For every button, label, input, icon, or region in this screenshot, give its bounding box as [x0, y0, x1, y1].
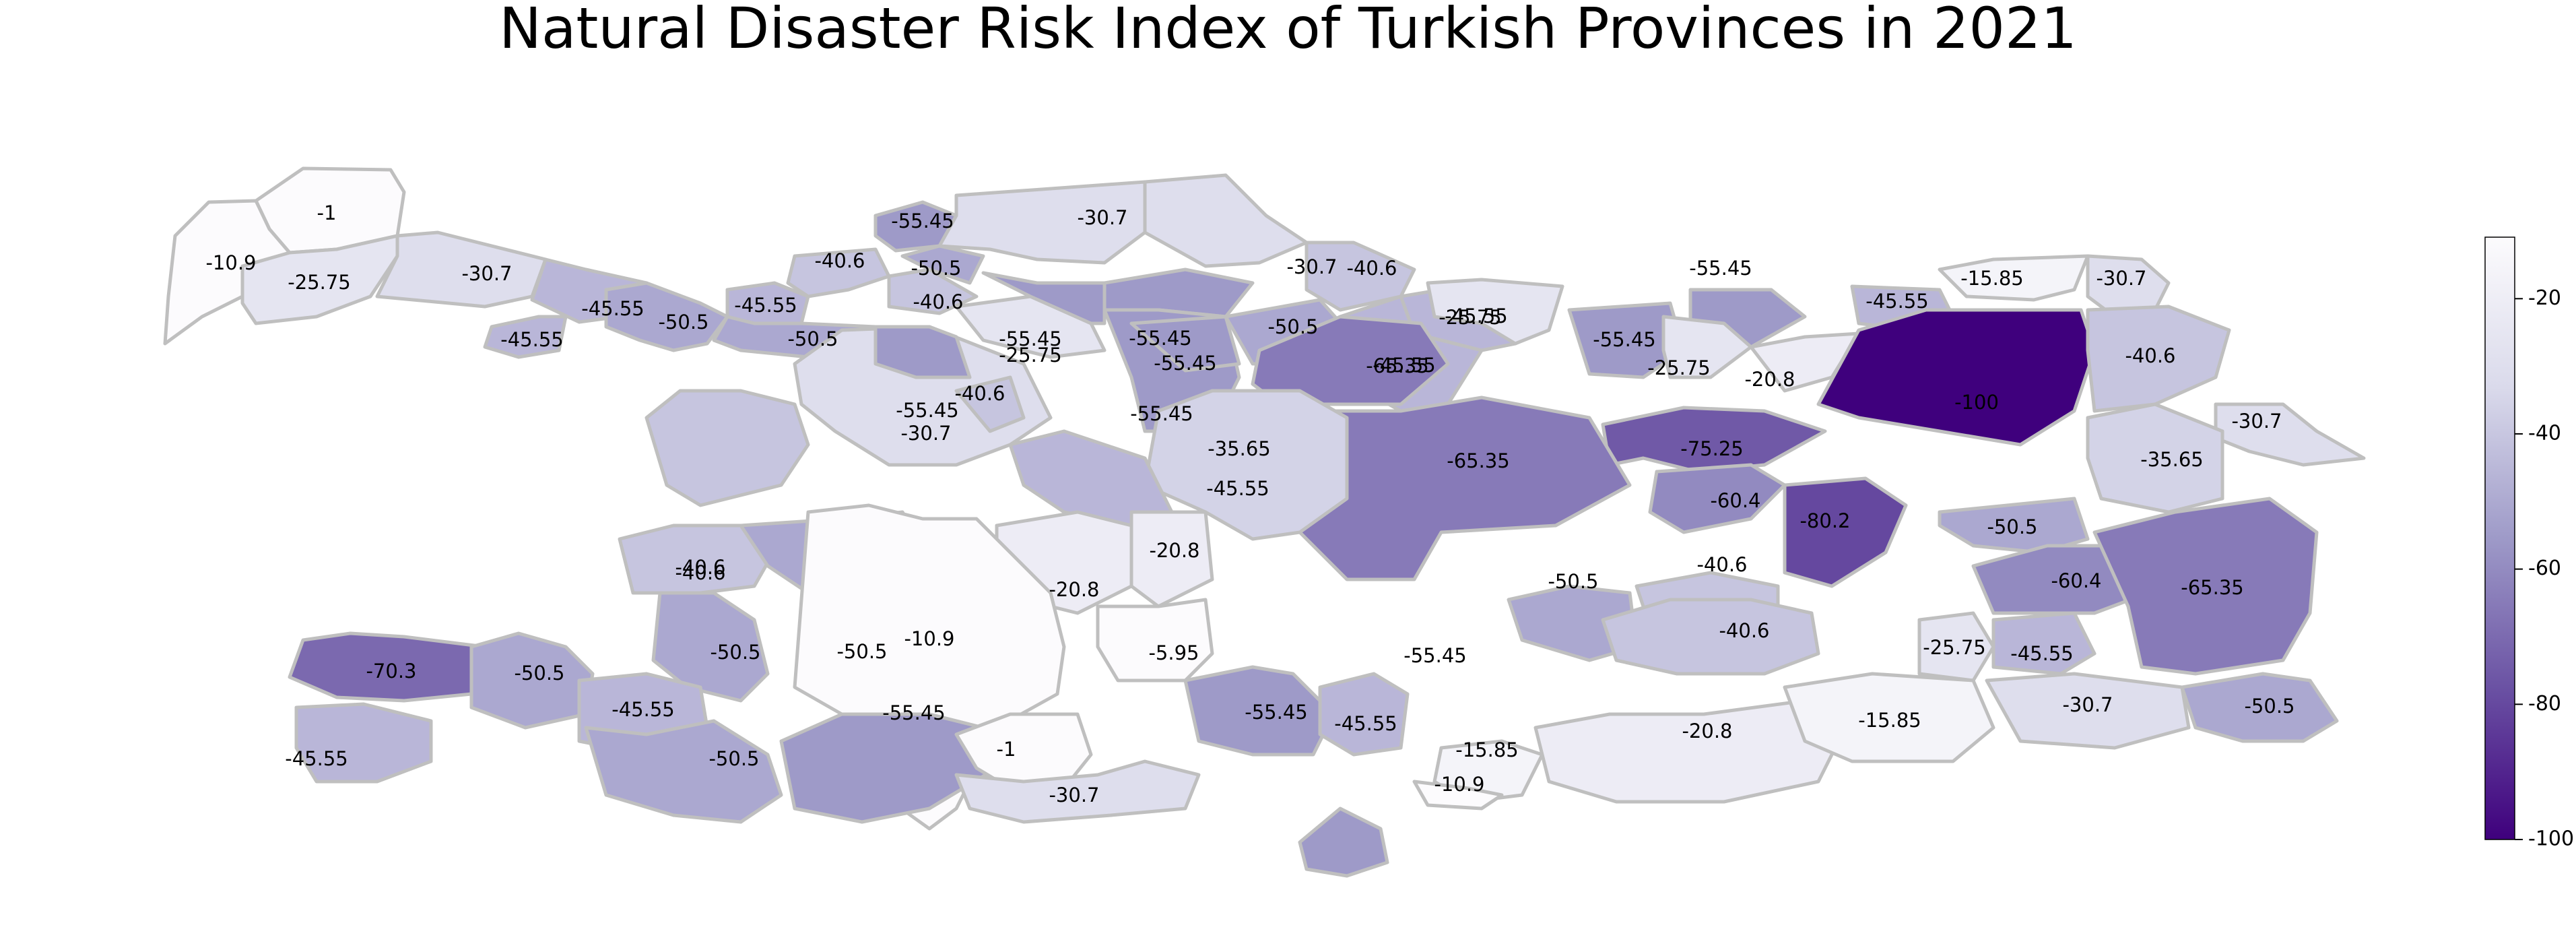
province-value-label: -10.9 [1434, 773, 1484, 796]
province-value-label: -55.45 [1129, 327, 1192, 350]
province-region [1785, 478, 1906, 586]
province-value-label: -70.3 [366, 660, 416, 683]
province-value-label: -30.7 [2231, 410, 2282, 433]
province-value-label: -55.45 [1593, 328, 1656, 351]
province-value-label: -20.8 [1682, 720, 1732, 742]
province-value-label: -45.55 [581, 297, 645, 320]
province-value-label: -45.55 [500, 328, 564, 351]
colorbar-tick-label: -20 [2528, 286, 2561, 310]
province-value-label: -40.6 [2125, 344, 2175, 367]
province-value-label: -60.4 [2051, 569, 2101, 592]
province-value-label: -10.9 [904, 627, 954, 650]
province-value-label: -50.5 [787, 327, 838, 350]
province-value-label: -25.75 [288, 271, 351, 294]
province-value-label: -65.35 [1447, 449, 1510, 472]
province-value-label: -35.65 [2140, 448, 2204, 471]
province-value-label: -50.5 [1548, 570, 1598, 593]
province-value-label: -65.35 [1366, 354, 1429, 377]
province-value-label: -40.6 [954, 382, 1005, 405]
province-value-label: -40.6 [675, 556, 725, 579]
colorbar-tick-label: -60 [2528, 557, 2561, 580]
province-region [876, 327, 970, 377]
province-region [1818, 310, 2094, 445]
province-value-label: -45.55 [612, 698, 675, 721]
province-value-label: -20.8 [1049, 578, 1099, 601]
province-value-label: -60.4 [1710, 489, 1760, 512]
province-value-label: -30.7 [1049, 784, 1099, 806]
province-value-label: -50.5 [514, 662, 564, 685]
province-region [1535, 701, 1839, 802]
province-value-label: -25.75 [1439, 306, 1502, 329]
province-region [1145, 175, 1307, 266]
province-value-label: -30.7 [461, 262, 512, 285]
province-value-label: -30.7 [2096, 267, 2146, 290]
province-value-label: -40.6 [1719, 619, 1769, 642]
province-value-label: -40.6 [913, 290, 963, 313]
province-value-label: -15.85 [1455, 738, 1519, 761]
province-value-label: -55.45 [1130, 402, 1193, 425]
province-value-label: -45.55 [1865, 290, 1929, 313]
province-value-label: -30.7 [1077, 206, 1127, 229]
province-value-label: -1 [317, 201, 337, 224]
province-value-label: -40.6 [1346, 257, 1397, 280]
province-value-label: -55.45 [999, 327, 1062, 350]
province-value-label: -75.25 [1680, 437, 1744, 460]
province-value-label: -65.35 [2181, 576, 2244, 599]
province-value-label: -45.55 [734, 294, 797, 317]
colorbar-gradient [2485, 237, 2515, 840]
province-value-label: -55.45 [891, 210, 954, 232]
province-value-label: -15.85 [1960, 267, 2024, 290]
province-region [647, 391, 808, 505]
province-value-label: -45.55 [1206, 477, 1269, 500]
province-value-label: -50.5 [708, 747, 759, 770]
colorbar-tick-label: -100 [2528, 827, 2574, 851]
province-value-label: -30.7 [2062, 693, 2113, 716]
province-value-label: -45.55 [2010, 642, 2074, 665]
province-value-label: -35.65 [1208, 437, 1271, 460]
province-value-label: -55.45 [1245, 701, 1308, 724]
province-value-label: -1 [997, 738, 1016, 761]
colorbar-tick-label: -80 [2528, 692, 2561, 716]
province-value-label: -55.45 [882, 701, 946, 724]
province-value-label: -50.5 [710, 641, 760, 664]
province-value-label: -15.85 [1858, 709, 1921, 732]
province-value-label: -20.8 [1744, 368, 1795, 391]
province-value-label: -40.6 [1696, 553, 1747, 576]
province-value-label: -55.45 [896, 399, 959, 422]
province-value-label: -50.5 [1987, 515, 2037, 538]
province-value-label: -30.7 [1286, 255, 1337, 278]
province-value-label: -25.75 [1923, 636, 1986, 659]
province-value-label: -100 [1954, 391, 1999, 414]
province-region [1098, 600, 1212, 680]
colorbar-tick-label: -40 [2528, 421, 2561, 445]
province-value-label: -50.5 [2244, 695, 2294, 718]
province-value-label: -55.45 [1403, 644, 1467, 667]
colorbar: -20 -40 -60 -80 -100 [2485, 237, 2574, 851]
province-value-label: -80.2 [1799, 509, 1850, 532]
province-value-label: -20.8 [1149, 539, 1199, 562]
colorbar-ticks: -20 -40 -60 -80 -100 [2515, 286, 2574, 851]
province-value-label: -50.5 [911, 257, 961, 280]
province-value-label: -55.45 [1689, 257, 1752, 280]
province-value-label: -30.7 [900, 422, 951, 445]
province-value-label: -10.9 [205, 251, 256, 274]
province-region [1603, 600, 1818, 674]
province-value-label: -55.45 [1154, 352, 1217, 375]
province-value-label: -25.75 [1647, 356, 1711, 379]
province-region [586, 721, 781, 822]
province-value-label: -40.6 [814, 249, 865, 272]
province-value-label: -45.55 [1334, 712, 1397, 735]
province-value-label: -50.5 [658, 311, 708, 334]
province-region [1300, 809, 1387, 876]
province-value-label: -50.5 [1267, 315, 1318, 338]
province-region [1300, 398, 1630, 579]
province-value-label: -50.5 [836, 640, 887, 663]
province-value-label: -45.55 [285, 747, 348, 770]
province-value-label: -5.95 [1148, 641, 1199, 664]
